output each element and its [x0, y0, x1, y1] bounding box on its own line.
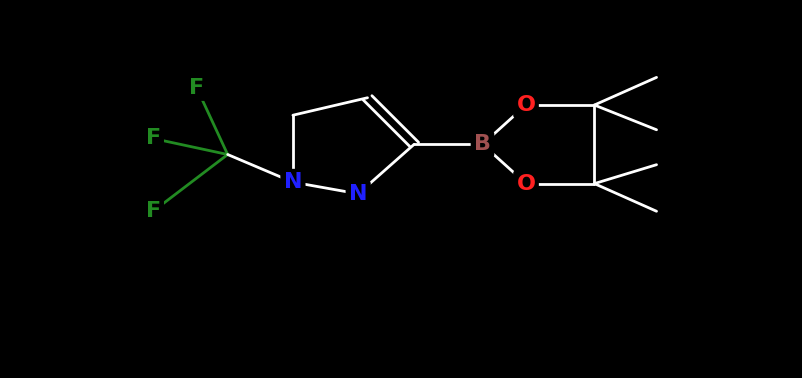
Text: N: N: [349, 184, 367, 204]
Text: F: F: [145, 201, 160, 221]
Text: N: N: [284, 172, 302, 192]
Text: O: O: [516, 174, 536, 194]
Text: F: F: [145, 129, 160, 149]
Text: B: B: [474, 134, 491, 154]
Text: O: O: [516, 95, 536, 115]
Text: F: F: [189, 77, 205, 98]
